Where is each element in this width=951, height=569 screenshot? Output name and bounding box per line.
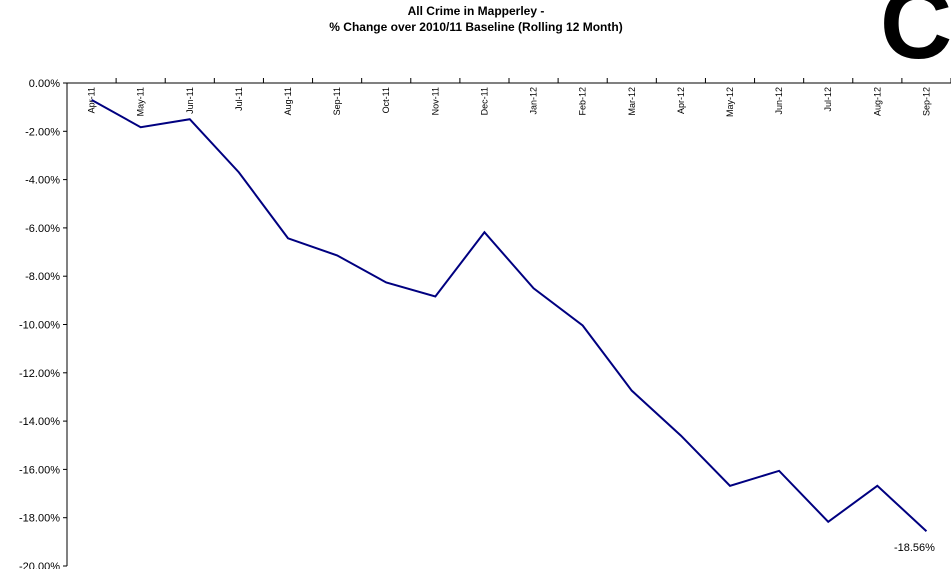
x-tick-label: Jun-12 <box>774 87 784 115</box>
x-tick-label: Apr-12 <box>676 87 686 114</box>
x-tick-label: May-12 <box>725 87 735 117</box>
y-tick-label: -6.00% <box>25 223 60 235</box>
y-tick-label: -20.00% <box>19 561 60 569</box>
x-tick-label: Feb-12 <box>578 87 588 116</box>
x-tick-label: Aug-12 <box>872 87 882 116</box>
y-tick-label: -18.00% <box>19 513 60 525</box>
x-tick-label: Mar-12 <box>627 87 637 116</box>
x-tick-label: Jun-11 <box>185 87 195 114</box>
x-tick-label: Jul-11 <box>234 87 244 111</box>
x-tick-label: Nov-11 <box>430 87 440 115</box>
x-tick-label: Jul-12 <box>823 87 833 112</box>
y-tick-label: -10.00% <box>19 320 60 332</box>
x-tick-label: Jan-12 <box>529 87 539 115</box>
y-tick-label: -14.00% <box>19 416 60 428</box>
x-tick-label: May-11 <box>136 87 146 116</box>
x-tick-label: Dec-11 <box>479 87 489 115</box>
line-series <box>91 99 928 532</box>
y-tick-label: 0.00% <box>29 78 60 90</box>
x-tick-label: Sep-12 <box>921 87 931 116</box>
y-tick-label: -16.00% <box>19 464 60 476</box>
x-tick-label: Aug-11 <box>283 87 293 115</box>
data-label: -18.56% <box>894 542 935 554</box>
x-tick-label: Sep-11 <box>332 87 342 115</box>
y-tick-label: -2.00% <box>25 126 60 138</box>
y-tick-label: -4.00% <box>25 175 60 187</box>
y-tick-label: -8.00% <box>25 271 60 283</box>
y-tick-label: -12.00% <box>19 368 60 380</box>
corner-letter: C <box>880 0 951 80</box>
chart-title: All Crime in Mapperley - <box>408 4 545 18</box>
chart-subtitle: % Change over 2010/11 Baseline (Rolling … <box>329 20 622 34</box>
x-tick-label: Oct-11 <box>381 87 391 113</box>
